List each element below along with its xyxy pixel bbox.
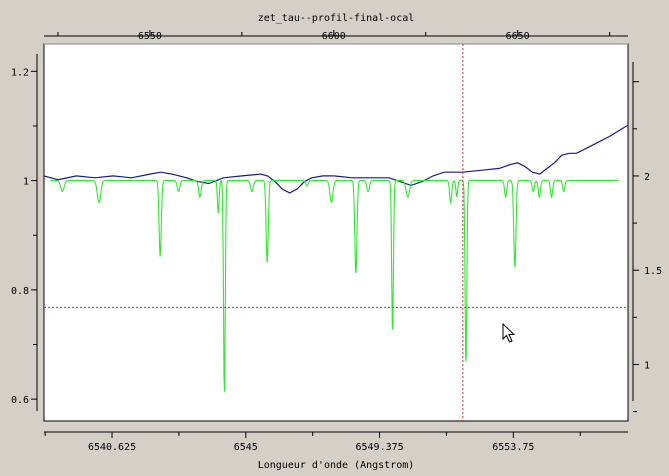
x-axis-label: Longueur d'onde (Angstrom) [258, 460, 415, 471]
plot-area[interactable] [43, 43, 629, 422]
left-tick-label: 1 [23, 177, 29, 188]
bottom-tick-label: 6545 [234, 442, 258, 453]
right-tick-label: 2 [644, 172, 650, 183]
bottom-tick-label: 6553.75 [492, 442, 534, 453]
series-line-bottom-left [50, 180, 619, 392]
top-x-axis: 6550 6600 6650 [44, 30, 628, 42]
left-tick-label: 1.2 [11, 67, 29, 78]
top-tick-label: 6550 [138, 31, 162, 42]
mouse-cursor-icon [502, 322, 516, 343]
right-tick-label: 1 [644, 360, 650, 371]
left-y-axis: 0.6 0.8 1 1.2 [11, 54, 38, 411]
bottom-x-axis: 6540.625 6545 6549.375 6553.75 [44, 431, 628, 453]
top-tick-label: 6650 [506, 31, 530, 42]
right-y-axis: 11.52 [632, 62, 662, 413]
series-line-top-right [43, 124, 629, 194]
chart-title: zet_tau--profil-final-ocal [258, 13, 415, 24]
crosshair [44, 44, 628, 421]
bottom-tick-label: 6540.625 [88, 442, 136, 453]
top-tick-label: 6600 [322, 31, 346, 42]
series-layer [43, 124, 629, 392]
bottom-tick-label: 6549.375 [355, 442, 403, 453]
left-tick-label: 0.8 [11, 286, 29, 297]
left-tick-label: 0.6 [11, 395, 29, 406]
right-tick-label: 1.5 [644, 266, 662, 277]
